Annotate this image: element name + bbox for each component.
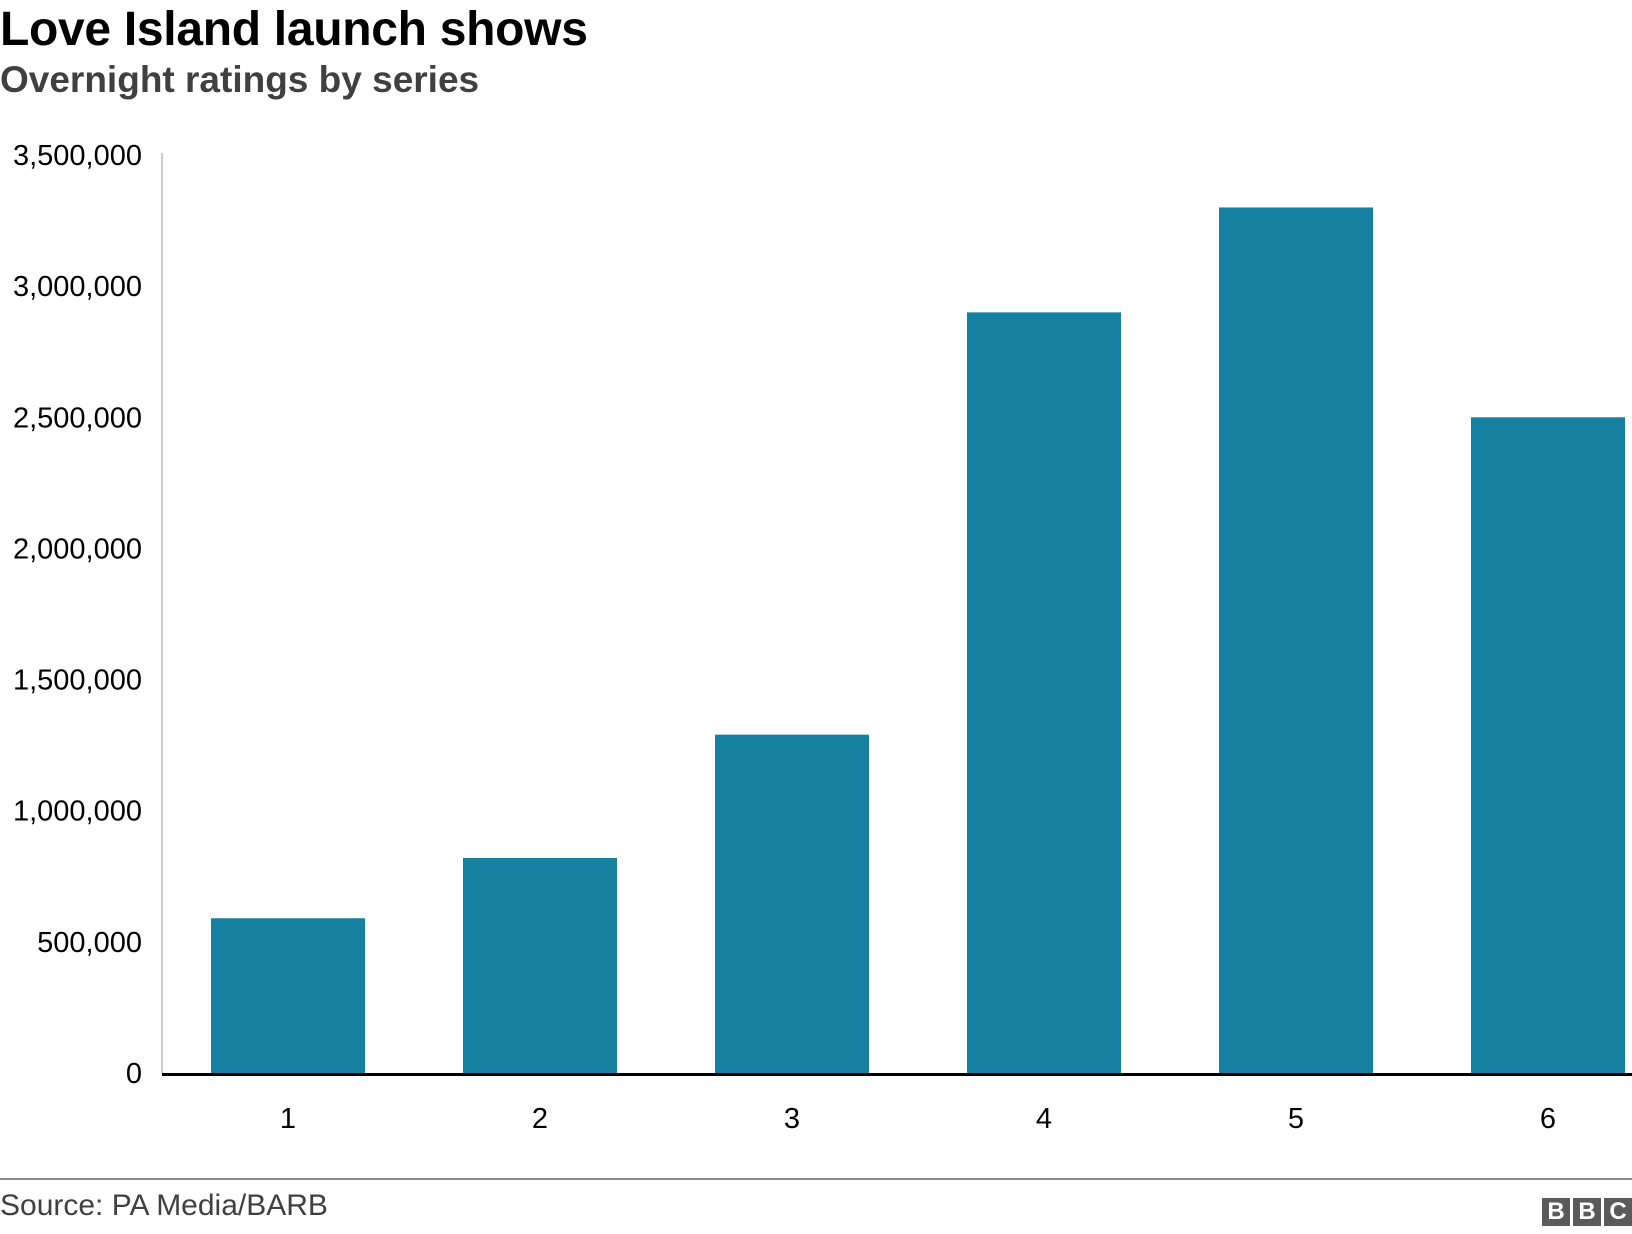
source-note: Source: PA Media/BARB — [0, 1189, 328, 1222]
chart-subtitle: Overnight ratings by series — [0, 59, 480, 100]
x-axis-ticks: 1 2 3 4 5 6 — [280, 1103, 1556, 1135]
bbc-logo-letter: B — [1542, 1198, 1570, 1226]
footer-divider — [0, 1178, 1632, 1180]
bar-series-3 — [715, 734, 869, 1073]
y-tick-label: 500,000 — [37, 927, 142, 959]
bar-series-2 — [463, 857, 617, 1073]
bbc-logo: B B C — [1542, 1198, 1632, 1226]
bar-series-5 — [1219, 207, 1373, 1073]
y-tick-label: 3,000,000 — [13, 271, 142, 303]
y-tick-label: 2,000,000 — [13, 533, 142, 565]
x-tick-label: 1 — [280, 1103, 296, 1135]
y-axis-ticks: 0 500,000 1,000,000 1,500,000 2,000,000 2,500… — [13, 140, 142, 1090]
x-tick-label: 4 — [1036, 1103, 1052, 1135]
chart-title: Love Island launch shows — [0, 3, 588, 56]
y-tick-label: 1,000,000 — [13, 796, 142, 828]
y-tick-label: 3,500,000 — [13, 140, 142, 172]
bbc-logo-letter: B — [1573, 1198, 1601, 1226]
bar-series-6 — [1471, 417, 1625, 1073]
x-tick-label: 2 — [532, 1103, 548, 1135]
bar-series-1 — [211, 918, 365, 1073]
y-tick-label: 1,500,000 — [13, 665, 142, 697]
bars — [211, 207, 1625, 1073]
y-tick-label: 2,500,000 — [13, 402, 142, 434]
x-tick-label: 6 — [1540, 1103, 1556, 1135]
y-tick-label: 0 — [126, 1058, 142, 1090]
x-tick-label: 5 — [1288, 1103, 1304, 1135]
bbc-logo-letter: C — [1604, 1198, 1632, 1226]
bar-series-4 — [967, 312, 1121, 1073]
x-tick-label: 3 — [784, 1103, 800, 1135]
